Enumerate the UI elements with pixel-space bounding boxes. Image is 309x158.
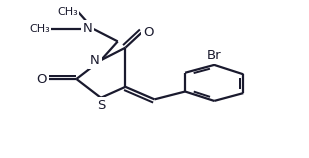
Text: S: S	[97, 99, 105, 112]
Text: Br: Br	[207, 49, 222, 62]
Text: N: N	[90, 54, 100, 67]
Text: CH₃: CH₃	[57, 7, 78, 17]
Text: N: N	[83, 22, 92, 35]
Text: CH₃: CH₃	[30, 24, 50, 34]
Text: O: O	[36, 73, 47, 85]
Text: O: O	[143, 25, 154, 39]
